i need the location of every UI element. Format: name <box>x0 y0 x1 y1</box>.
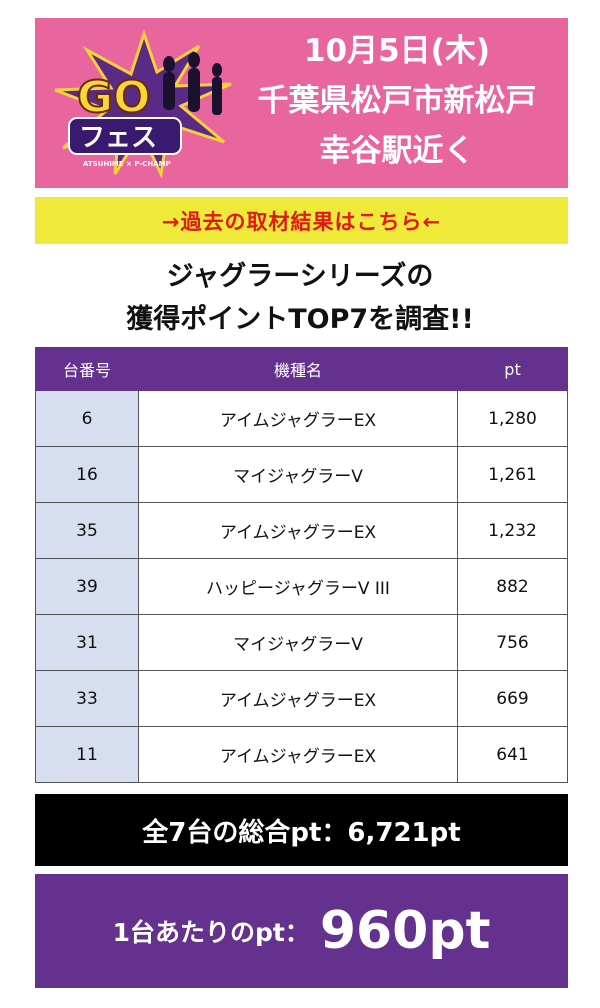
title-line-1: ジャグラーシリーズの <box>166 261 434 292</box>
machine-number-cell: 33 <box>35 670 139 727</box>
svg-text:GO: GO <box>77 72 151 123</box>
machine-name-cell: アイムジャグラーEX <box>138 726 458 783</box>
table-row: 16 マイジャグラーV 1,261 <box>35 446 568 503</box>
machine-number-cell: 11 <box>35 726 139 783</box>
event-date: 10月5日(木) <box>303 33 491 69</box>
points-cell: 669 <box>457 670 568 727</box>
average-points-label: 1台あたりのpt： <box>112 918 310 947</box>
machine-name-cell: アイムジャグラーEX <box>138 502 458 559</box>
points-cell: 756 <box>457 614 568 671</box>
points-cell: 1,261 <box>457 446 568 503</box>
table-header-row: 台番号 機種名 pt <box>35 347 568 391</box>
event-location-line1: 千葉県松戸市新松戸 <box>257 83 537 119</box>
average-points-box: 1台あたりのpt： 960pt <box>35 874 568 988</box>
points-cell: 1,280 <box>457 390 568 447</box>
points-cell: 641 <box>457 726 568 783</box>
svg-text:ATSUHIME × P-CHAMP: ATSUHIME × P-CHAMP <box>83 160 171 168</box>
machine-number-cell: 35 <box>35 502 139 559</box>
table-row: 35 アイムジャグラーEX 1,232 <box>35 502 568 559</box>
points-cell: 882 <box>457 558 568 615</box>
machine-name-cell: アイムジャグラーEX <box>138 670 458 727</box>
table-row: 31 マイジャグラーV 756 <box>35 614 568 671</box>
table-row: 11 アイムジャグラーEX 641 <box>35 726 568 783</box>
machine-name-cell: マイジャグラーV <box>138 614 458 671</box>
machine-name-cell: ハッピージャグラーV III <box>138 558 458 615</box>
machine-number-cell: 31 <box>35 614 139 671</box>
table-row: 6 アイムジャグラーEX 1,280 <box>35 390 568 447</box>
page-title: ジャグラーシリーズの 獲得ポイントTOP7を調査!! <box>0 255 600 341</box>
machine-number-cell: 6 <box>35 390 139 447</box>
machine-number-cell: 39 <box>35 558 139 615</box>
total-points-text: 全7台の総合pt：6,721pt <box>142 817 461 848</box>
go-fes-logo: GO フェス ATSUHIME × P-CHAMP <box>54 29 232 179</box>
machine-number-cell: 16 <box>35 446 139 503</box>
ranking-table: 台番号 機種名 pt 6 アイムジャグラーEX 1,280 16 マイジャグラー… <box>35 347 568 783</box>
svg-text:フェス: フェス <box>79 123 157 153</box>
average-points-value: 960pt <box>319 901 491 961</box>
table-row: 33 アイムジャグラーEX 669 <box>35 670 568 727</box>
event-location-line2: 幸谷駅近く <box>319 133 475 169</box>
points-cell: 1,232 <box>457 502 568 559</box>
column-header-points: pt <box>457 347 568 391</box>
past-results-link[interactable]: →過去の取材結果はこちら← <box>35 197 568 244</box>
table-row: 39 ハッピージャグラーV III 882 <box>35 558 568 615</box>
machine-name-cell: マイジャグラーV <box>138 446 458 503</box>
machine-name-cell: アイムジャグラーEX <box>138 390 458 447</box>
title-line-2: 獲得ポイントTOP7を調査!! <box>126 304 474 335</box>
total-points-box: 全7台の総合pt：6,721pt <box>35 794 568 866</box>
event-info: 10月5日(木) 千葉県松戸市新松戸 幸谷駅近く <box>231 26 563 176</box>
event-banner: GO フェス ATSUHIME × P-CHAMP 10月5日(木) 千葉県松戸… <box>35 18 568 188</box>
column-header-machine-number: 台番号 <box>35 347 139 391</box>
column-header-machine-name: 機種名 <box>138 347 458 391</box>
